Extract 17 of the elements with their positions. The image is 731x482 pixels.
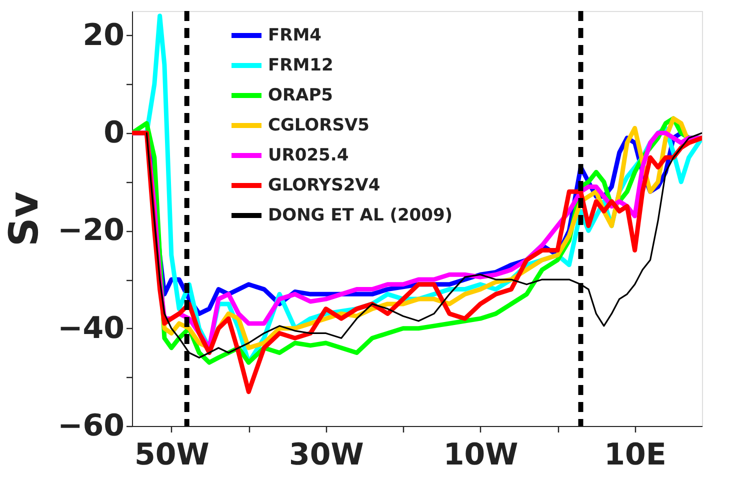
y-tick-label: 0	[104, 116, 124, 151]
y-axis-title: Sv	[2, 192, 48, 246]
x-tick-label: 50W	[134, 438, 210, 472]
legend-label: FRM4	[268, 26, 322, 46]
legend-label: GLORYS2V4	[268, 176, 380, 196]
x-tick-label: 10W	[443, 438, 518, 472]
legend-label: ORAP5	[268, 86, 333, 106]
x-tick-label: 30W	[288, 438, 364, 472]
y-tick-label: −20	[58, 213, 124, 248]
legend-label: UR025.4	[268, 146, 349, 166]
y-tick-label: 20	[82, 18, 124, 53]
legend-label: FRM12	[268, 56, 334, 76]
y-tick-label: −40	[58, 310, 124, 346]
legend-label: CGLORSV5	[268, 116, 370, 136]
x-tick-label: 10E	[604, 438, 666, 472]
legend-label: DONG ET AL (2009)	[268, 206, 453, 226]
y-tick-label: −60	[58, 408, 124, 444]
